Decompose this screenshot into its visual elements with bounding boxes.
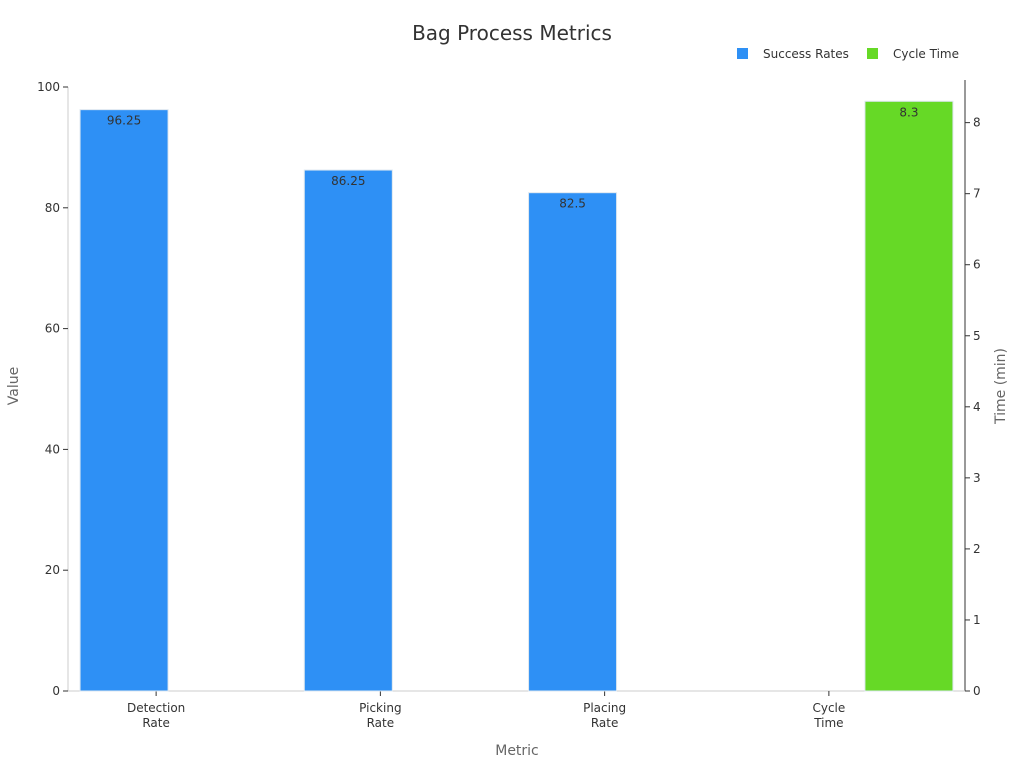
right-tick-label: 4 [973, 400, 981, 414]
left-tick-label: 100 [37, 80, 60, 94]
x-tick-label: Cycle [812, 701, 845, 715]
legend-swatch [737, 48, 748, 59]
right-tick-label: 8 [973, 116, 981, 130]
legend: Success Rates Cycle Time [737, 47, 959, 61]
bar-value-label: 82.5 [559, 197, 586, 211]
x-tick-label: Rate [367, 716, 395, 730]
left-tick-label: 20 [45, 563, 60, 577]
bar [303, 169, 393, 692]
left-tick-label: 40 [45, 442, 60, 456]
right-tick-label: 1 [973, 613, 981, 627]
x-tick-label: Detection [127, 701, 185, 715]
bar-value-label: 8.3 [899, 105, 918, 119]
bars: 96.25 86.25 82.5 8.3 [79, 100, 954, 692]
right-tick-label: 2 [973, 542, 981, 556]
right-tick-label: 6 [973, 258, 981, 272]
x-axis: DetectionRatePickingRatePlacingRateCycle… [68, 690, 965, 730]
bar-value-label: 96.25 [107, 114, 141, 128]
left-tick-label: 0 [52, 684, 60, 698]
legend-swatch [867, 48, 878, 59]
bar [79, 109, 169, 692]
right-y-axis: 0 1 2 3 4 5 6 7 8 [964, 80, 981, 698]
x-tick-label: Time [813, 716, 843, 730]
x-tick-label: Rate [142, 716, 170, 730]
x-tick-label: Rate [591, 716, 619, 730]
left-y-axis: 0 20 40 60 80 100 [37, 80, 69, 698]
bar [528, 192, 618, 692]
y-axis-title: Value [6, 367, 22, 405]
left-tick-label: 60 [45, 322, 60, 336]
x-axis-title: Metric [495, 743, 539, 759]
left-tick-label: 80 [45, 201, 60, 215]
bar [864, 100, 954, 692]
chart-title: Bag Process Metrics [412, 21, 612, 45]
x-tick-label: Placing [583, 701, 626, 715]
right-tick-label: 3 [973, 471, 981, 485]
right-tick-label: 7 [973, 187, 981, 201]
bar-value-label: 86.25 [331, 174, 365, 188]
right-tick-label: 0 [973, 684, 981, 698]
y2-axis-title: Time (min) [993, 348, 1009, 425]
x-tick-label: Picking [359, 701, 401, 715]
right-tick-label: 5 [973, 329, 981, 343]
legend-label: Cycle Time [893, 47, 959, 61]
legend-label: Success Rates [763, 47, 849, 61]
